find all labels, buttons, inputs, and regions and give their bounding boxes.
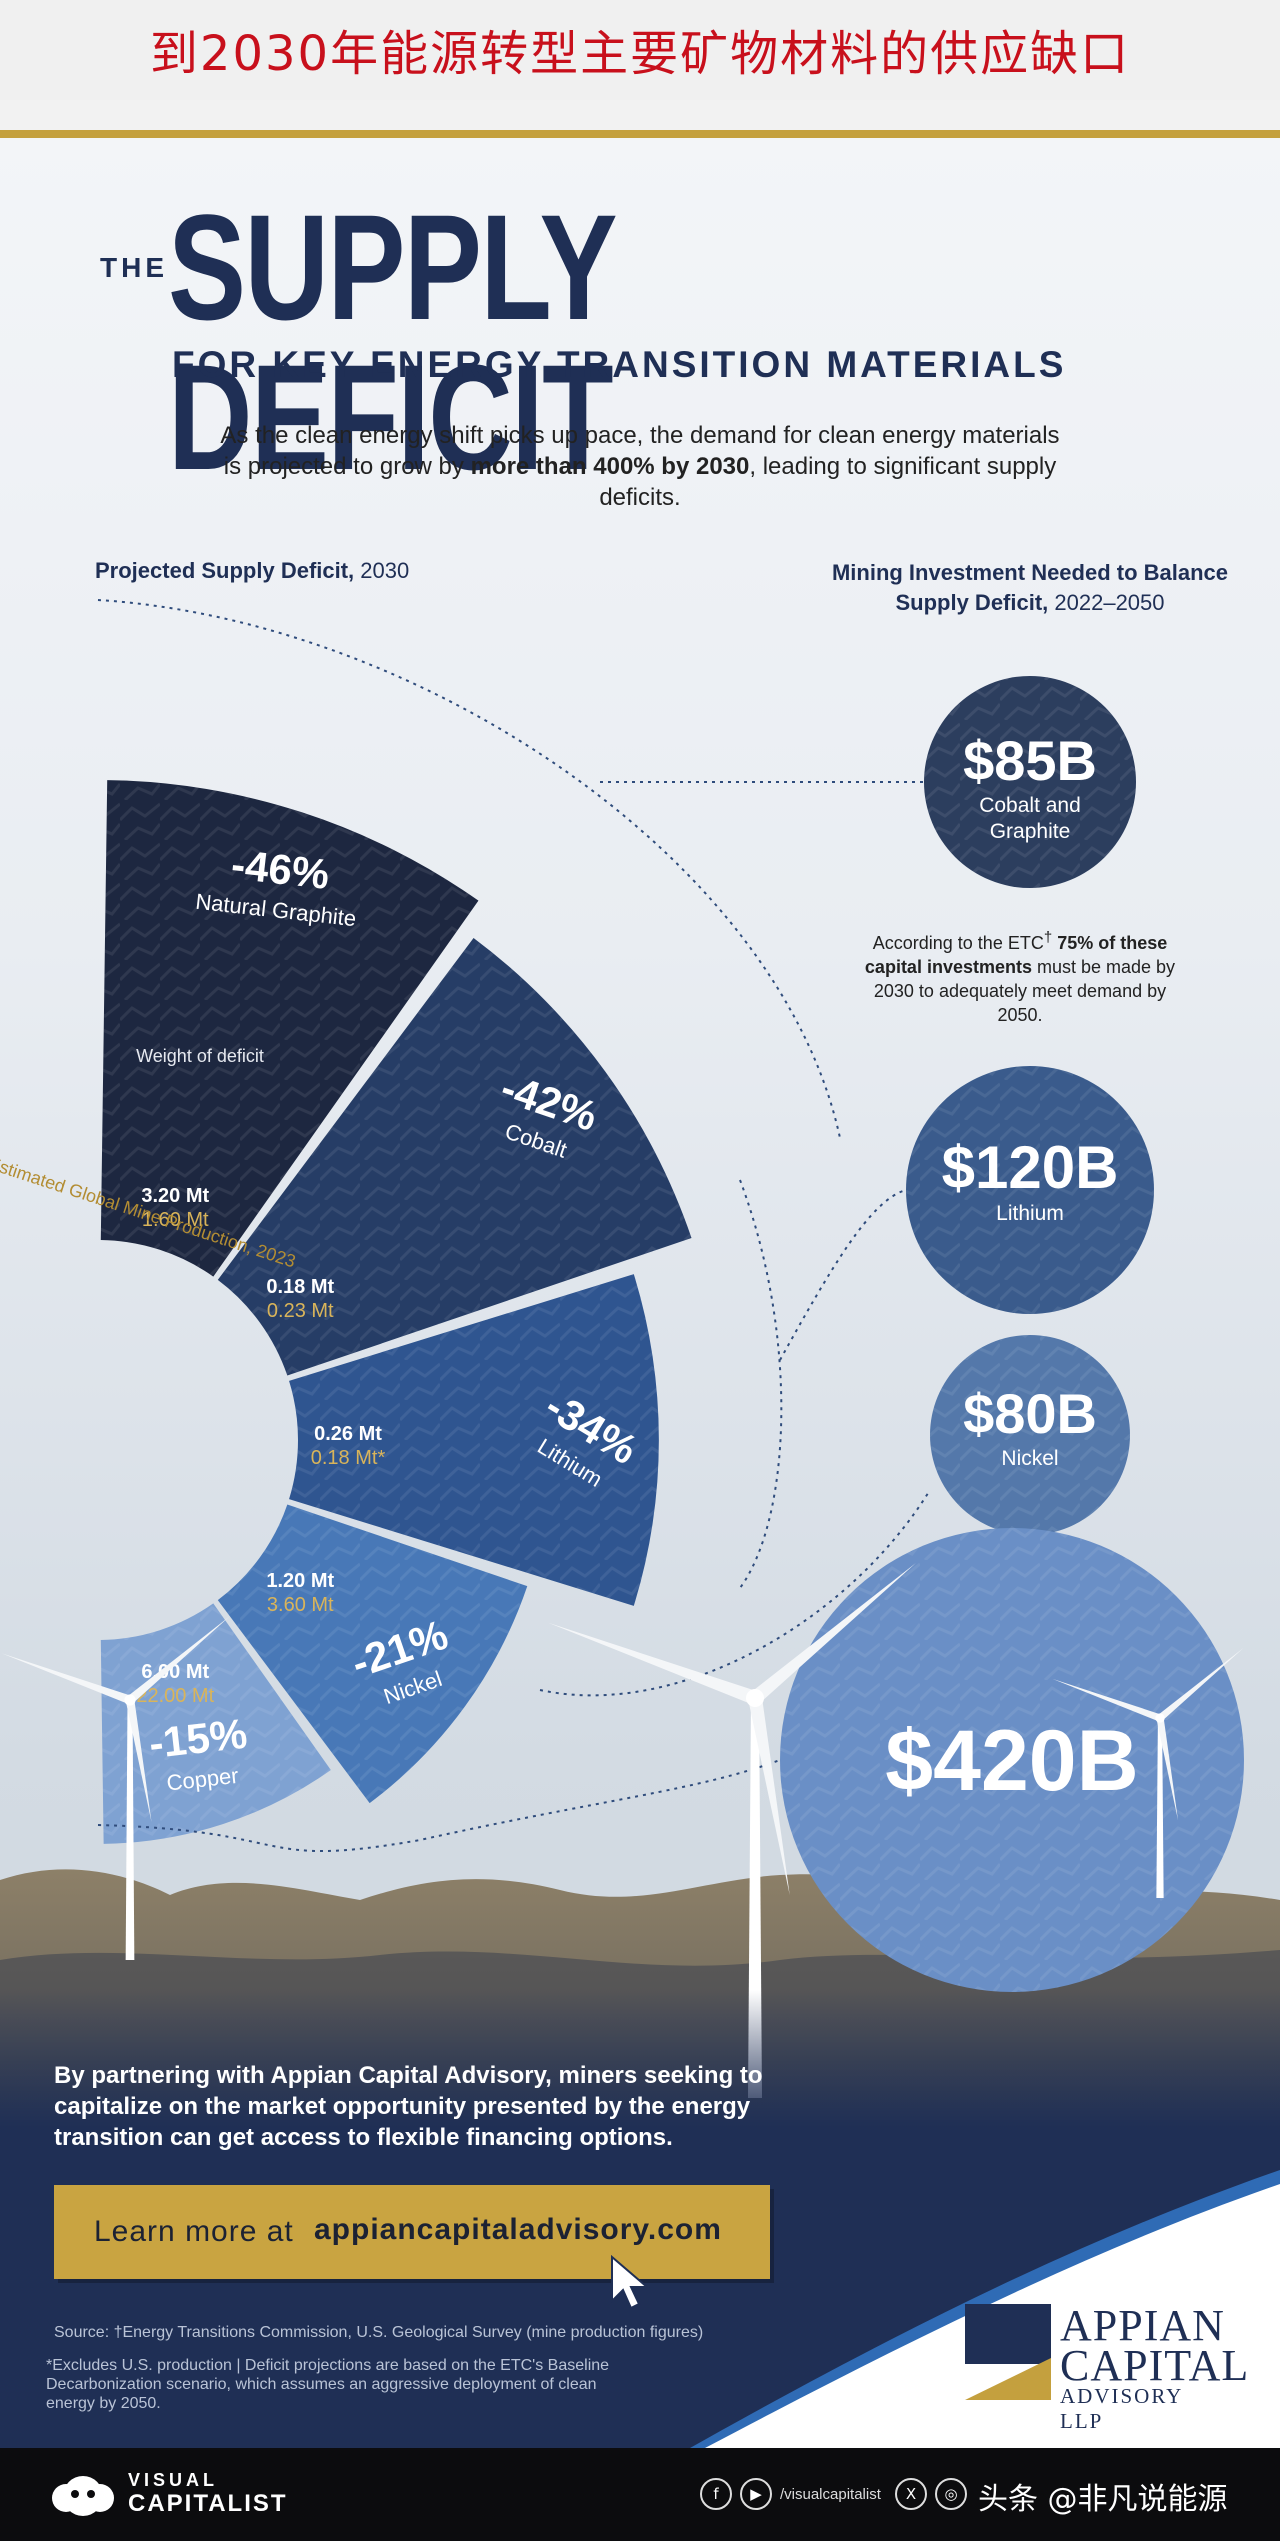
investment-value: $420B bbox=[885, 1713, 1138, 1809]
turbine-right bbox=[1052, 1647, 1244, 1898]
turbine-blade bbox=[1156, 1717, 1179, 1821]
weight-of-deficit-label: 1.20 Mt bbox=[266, 1570, 334, 1592]
main-title: SUPPLY DEFICIT bbox=[168, 183, 615, 501]
turbine-tower bbox=[1156, 1718, 1164, 1898]
footnote-line: *Excludes U.S. production | Deficit proj… bbox=[46, 2357, 610, 2412]
investment-circle-texture bbox=[924, 676, 1136, 888]
mine-production-label: 0.23 Mt bbox=[267, 1300, 334, 1322]
etc-note-bold: 75% of these capital investments bbox=[864, 933, 1168, 977]
bar-texture bbox=[289, 1274, 659, 1606]
facebook-icon[interactable]: f bbox=[700, 2478, 732, 2510]
intro-paragraph: As the clean energy shift picks up pace,… bbox=[220, 420, 1060, 513]
investment-heading-line1: Mining Investment Needed to Balance bbox=[831, 560, 1229, 585]
connector-nickel bbox=[539, 1489, 931, 1697]
connector-lithium bbox=[739, 1179, 907, 1589]
etc-note-before: According to the ETC bbox=[872, 933, 1044, 953]
source-line: Source: †Energy Transitions Commission, … bbox=[54, 2324, 704, 2341]
investment-label-line2: Graphite bbox=[990, 820, 1071, 843]
vc-wordmark-line2: CAPITALIST bbox=[128, 2490, 288, 2517]
toutiao-watermark: 头条 @非凡说能源 bbox=[978, 2482, 1228, 2517]
investment-circle-texture bbox=[930, 1335, 1130, 1535]
x-icon[interactable]: X bbox=[895, 2478, 927, 2510]
appian-name-line2: CAPITAL bbox=[1060, 2341, 1250, 2390]
bar-texture bbox=[217, 1504, 528, 1804]
visual-capitalist-logo-icon bbox=[52, 2476, 114, 2516]
turbine-left bbox=[1, 1616, 230, 1960]
mine-production-label: 1.60 Mt bbox=[142, 1209, 209, 1231]
mine-production-label: 22.00 Mt bbox=[136, 1685, 214, 1707]
weight-of-deficit-key: Weight of deficit bbox=[136, 1046, 264, 1066]
investment-heading-line2: Supply Deficit, 2022–2050 bbox=[830, 588, 1230, 618]
appian-name-line3: ADVISORY LLP bbox=[1060, 2384, 1183, 2433]
weight-of-deficit-label: 3.20 Mt bbox=[141, 1185, 209, 1207]
cta-url-link[interactable]: appiancapitaladvisory.com bbox=[314, 2213, 722, 2246]
turbine-hub bbox=[746, 1689, 764, 1707]
investment-label: Lithium bbox=[996, 1202, 1064, 1225]
turbine-blade bbox=[127, 1616, 230, 1704]
investment-value: $120B bbox=[942, 1134, 1119, 1201]
cursor-icon bbox=[611, 2255, 650, 2310]
etc-note-after: must be made by 2030 to adequately meet … bbox=[873, 957, 1176, 1025]
bar-texture bbox=[217, 937, 692, 1376]
cta-text: By partnering with Appian Capital Adviso… bbox=[54, 2062, 763, 2151]
subtitle: FOR KEY ENERGY TRANSITION MATERIALS bbox=[172, 344, 1067, 385]
cta-prefix: Learn more at bbox=[94, 2215, 294, 2248]
connector-total bbox=[97, 1759, 781, 1853]
chart-heading-bold: Projected Supply Deficit, bbox=[95, 558, 355, 583]
gold-divider bbox=[0, 130, 1280, 138]
chart-heading-year: 2030 bbox=[354, 558, 410, 583]
investment-circle-texture bbox=[780, 1528, 1244, 1992]
investment-heading-bold: Supply Deficit, bbox=[895, 590, 1049, 615]
investment-heading: Mining Investment Needed to Balance Supp… bbox=[830, 558, 1230, 618]
intro-text-bold: more than 400% by 2030 bbox=[470, 453, 750, 480]
etc-note-dagger: † bbox=[1043, 929, 1053, 946]
turbine-hub bbox=[124, 1694, 136, 1706]
connector-lines bbox=[97, 599, 931, 1853]
vc-wordmark-line1: VISUAL bbox=[128, 2470, 219, 2490]
deficit-percent-label: -15% bbox=[147, 1710, 250, 1767]
appian-logo: APPIAN CAPITAL ADVISORY LLP bbox=[965, 2300, 1248, 2433]
mine-production-label: 3.60 Mt bbox=[267, 1594, 334, 1616]
chart-heading: Projected Supply Deficit, 2030 bbox=[95, 558, 409, 584]
mine-production-label: 0.18 Mt* bbox=[311, 1447, 386, 1469]
turbine-blade bbox=[1, 1653, 132, 1705]
learn-more-button[interactable]: Learn more at appiancapitaladvisory.com bbox=[54, 2185, 770, 2279]
weight-of-deficit-label: 0.18 Mt bbox=[266, 1276, 334, 1298]
bracket-arc-top bbox=[97, 599, 841, 1139]
turbine-blade bbox=[748, 1696, 790, 1895]
investment-heading-years: 2022–2050 bbox=[1048, 590, 1165, 615]
intro-text-after: , leading to significant supply deficits… bbox=[599, 453, 1057, 511]
turbine-blade bbox=[125, 1699, 152, 1823]
investment-value: $85B bbox=[963, 729, 1097, 792]
turbine-blade bbox=[1157, 1647, 1244, 1721]
weight-of-deficit-label: 0.26 Mt bbox=[314, 1423, 382, 1445]
bar-texture bbox=[100, 780, 479, 1277]
bar-texture bbox=[100, 1603, 331, 1844]
turbine-hub bbox=[1155, 1713, 1165, 1723]
deficit-percent-label: -46% bbox=[229, 840, 332, 897]
instagram-icon[interactable]: ◎ bbox=[935, 2478, 967, 2510]
investment-label: Cobalt and bbox=[979, 794, 1081, 817]
youtube-icon[interactable]: ▶ bbox=[740, 2478, 772, 2510]
social-handle[interactable]: /visualcapitalist bbox=[780, 2486, 881, 2503]
chinese-title: 到2030年能源转型主要矿物材料的供应缺口 bbox=[149, 26, 1131, 82]
investment-circle-texture bbox=[906, 1066, 1154, 1314]
appian-name-line1: APPIAN bbox=[1060, 2301, 1225, 2350]
appian-mark-icon bbox=[965, 2304, 1051, 2400]
etc-note: According to the ETC† 75% of these capit… bbox=[860, 926, 1180, 1027]
turbine-blade bbox=[548, 1622, 758, 1705]
intro-text-before: As the clean energy shift picks up pace,… bbox=[220, 422, 1060, 480]
top-banner: 到2030年能源转型主要矿物材料的供应缺口 bbox=[0, 0, 1280, 100]
footer-bar: VISUAL CAPITALIST f ▶ /visualcapitalist … bbox=[0, 2448, 1280, 2541]
title-prefix: THE bbox=[100, 252, 168, 283]
turbine-blade bbox=[1052, 1678, 1162, 1722]
turbine-blade bbox=[750, 1563, 916, 1704]
investment-label: Nickel bbox=[1001, 1447, 1058, 1470]
deficit-bars bbox=[100, 780, 692, 1844]
investment-value: $80B bbox=[963, 1382, 1097, 1445]
turbine-tower bbox=[125, 1700, 135, 1960]
